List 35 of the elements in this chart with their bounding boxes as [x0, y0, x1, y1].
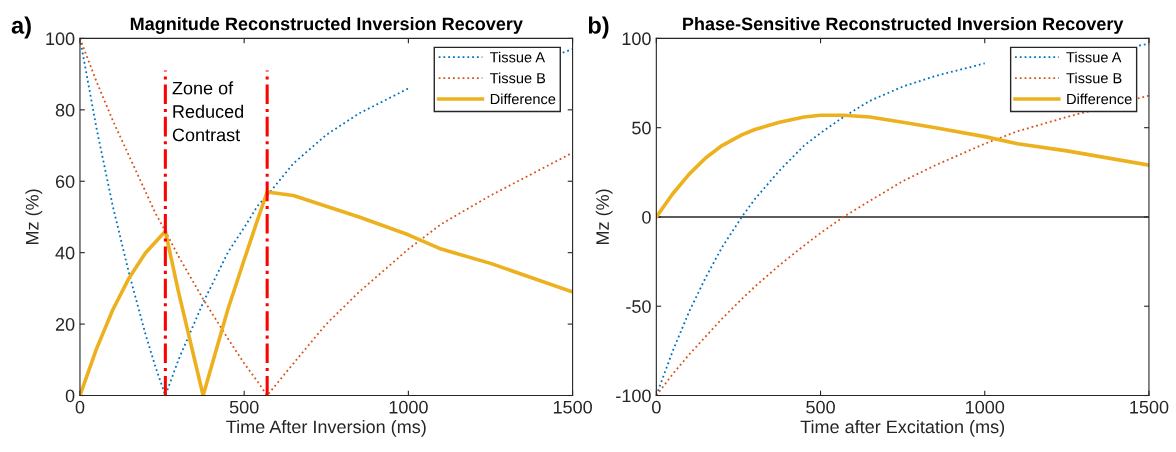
text: a)	[11, 16, 31, 39]
y-tick-label: 0	[642, 210, 651, 224]
y-tick-label: -50	[626, 300, 651, 313]
annotation: Zone of Reduced Contrast	[172, 81, 244, 142]
y-axis-title: Mz (%)	[595, 189, 613, 245]
x-tick-label: 1500	[1130, 400, 1169, 414]
y-tick-label: 0	[65, 389, 75, 403]
chart-title: Phase-Sensitive Reconstructed Inversion Recovery	[683, 17, 1124, 34]
x-tick-label: 500	[806, 400, 835, 414]
x-tick-label: 1000	[389, 400, 428, 414]
text: b)	[588, 16, 609, 39]
x-axis-title: Time After Inversion (ms)	[226, 419, 426, 437]
y-tick-label: 60	[55, 175, 75, 188]
y-axis-title: Mz (%)	[25, 189, 43, 245]
legend-label: Tissue A	[490, 51, 546, 63]
y-tick-label: 50	[632, 121, 651, 135]
x-tick-label: 1000	[966, 400, 1005, 414]
y-tick-label: 80	[55, 103, 75, 117]
x-tick-label: 0	[652, 400, 661, 414]
legend-label: Tissue B	[490, 72, 546, 84]
y-tick-label: 20	[55, 318, 75, 331]
x-tick-label: 500	[229, 400, 259, 414]
legend-label: Tissue B	[1066, 72, 1122, 84]
x-axis-title: Time after Excitation (ms)	[800, 419, 1005, 437]
x-tick-label: 1500	[553, 400, 592, 414]
x-tick-label: 0	[75, 400, 85, 414]
line-series	[656, 113, 1149, 219]
legend-label: Difference	[1067, 93, 1132, 105]
chart-title: Magnitude Reconstructed Inversion Recovery	[130, 17, 523, 34]
y-tick-label: -100	[616, 389, 651, 403]
y-tick-label: 100	[46, 32, 75, 46]
legend-label: Difference	[490, 93, 556, 105]
y-tick-label: 100	[622, 32, 651, 46]
series-label: Tissue A	[1066, 51, 1122, 63]
y-tick-label: 40	[55, 246, 75, 260]
